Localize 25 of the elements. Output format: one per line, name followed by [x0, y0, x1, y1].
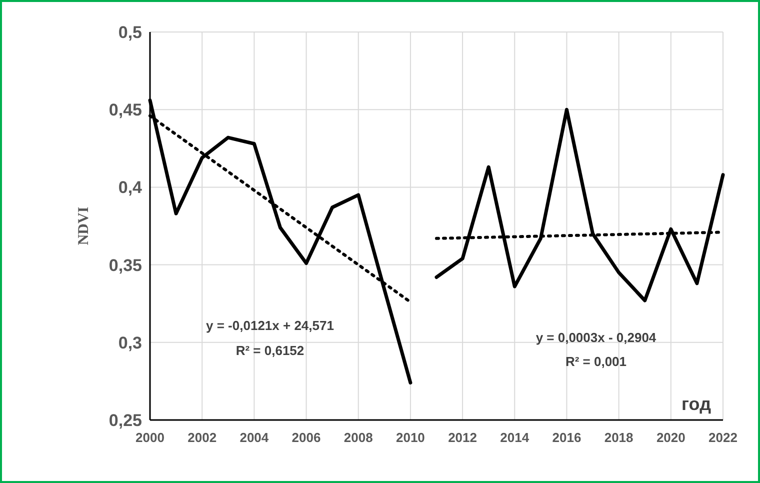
line-series [434, 108, 725, 302]
x-tick-label: 2012 [448, 430, 478, 445]
x-tick-label: 2016 [552, 430, 582, 445]
x-tick-label: 2018 [604, 430, 634, 445]
y-tick-label: 0,3 [118, 333, 142, 352]
annotation: R² = 0,6152 [236, 343, 304, 358]
x-tick-label: 2014 [500, 430, 530, 445]
x-tick-label: 2002 [188, 430, 217, 445]
y-tick-label: 0,5 [118, 22, 142, 42]
x-tick-label: 2000 [136, 430, 164, 445]
y-tick-label: 0,35 [108, 256, 142, 275]
annotation: y = 0,0003x - 0,2904 [536, 330, 657, 345]
x-axis-title: год [682, 394, 712, 414]
y-tick-label: 0,4 [118, 178, 143, 198]
x-tick-label: 2020 [656, 430, 686, 445]
x-tick-label: 2004 [240, 430, 270, 445]
x-tick-label: 2006 [292, 430, 321, 445]
y-tick-label: 0,25 [108, 410, 142, 430]
x-tick-label: 2022 [708, 430, 738, 445]
annotation: y = -0,0121x + 24,571 [206, 318, 334, 333]
annotation: R² = 0,001 [565, 354, 627, 369]
x-tick-label: 2008 [344, 430, 373, 445]
x-tick-label: 2010 [396, 430, 425, 445]
y-axis-title: NDVI [76, 206, 92, 246]
y-tick-label: 0,45 [108, 100, 142, 120]
